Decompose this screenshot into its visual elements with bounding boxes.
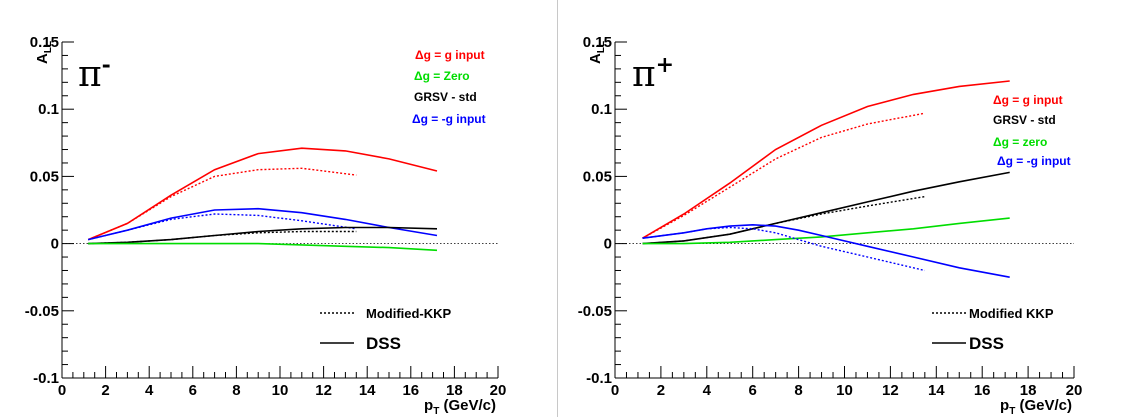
y-tick-label: 0.15	[583, 34, 612, 51]
x-tick-label: 2	[101, 382, 109, 399]
x-tick-label: 20	[1066, 382, 1083, 399]
legend-entry: Δg = Zero	[414, 69, 470, 83]
x-tick-label: 16	[402, 382, 419, 399]
y-tick-label: 0	[51, 236, 59, 253]
x-tick-label: 12	[882, 382, 899, 399]
style-legend-label: Modified-KKP	[366, 306, 452, 321]
y-tick-label: 0.15	[30, 34, 59, 51]
y-axis-title: ALL	[34, 41, 54, 64]
series-line-dotted	[642, 226, 925, 272]
x-tick-label: 14	[928, 382, 945, 399]
x-tick-label: 8	[794, 382, 802, 399]
x-tick-label: 6	[749, 382, 757, 399]
legend-entry: Δg = -g input	[997, 154, 1071, 168]
x-tick-label: 18	[446, 382, 463, 399]
x-tick-label: 6	[189, 382, 197, 399]
series-line-solid	[88, 207, 438, 241]
x-tick-label: 10	[272, 382, 289, 399]
x-tick-label: 12	[315, 382, 332, 399]
y-tick-label: -0.1	[33, 370, 59, 387]
x-axis-title: pT (GeV/c)	[424, 397, 496, 417]
x-tick-label: 2	[657, 382, 665, 399]
y-tick-label: 0	[604, 236, 612, 253]
y-tick-label: -0.1	[586, 370, 612, 387]
series-line-solid	[642, 80, 1010, 239]
style-legend-label: DSS	[969, 334, 1004, 353]
y-axis-title: ALL	[587, 41, 607, 64]
y-tick-label: 0.05	[30, 168, 59, 185]
series-line-dotted	[88, 213, 357, 241]
style-legend-label: DSS	[366, 334, 401, 353]
y-tick-label: 0.1	[591, 101, 612, 118]
y-tick-label: 0.05	[583, 168, 612, 185]
x-axis-title: pT (GeV/c)	[1000, 397, 1072, 417]
series-line-solid	[642, 171, 1010, 245]
x-tick-label: 10	[836, 382, 853, 399]
x-tick-label: 18	[1020, 382, 1037, 399]
series-line-dotted	[87, 167, 357, 241]
x-tick-label: 16	[974, 382, 991, 399]
series-line-solid	[88, 242, 438, 252]
x-tick-label: 0	[611, 382, 619, 399]
legend-entry: Δg = g input	[415, 48, 485, 62]
legend-entry: Δg = zero	[993, 135, 1047, 149]
series-line-solid	[87, 147, 438, 241]
series-line-dotted	[642, 112, 925, 239]
x-tick-label: 0	[58, 382, 66, 399]
x-tick-label: 4	[145, 382, 154, 399]
legend-entry: Δg = g input	[993, 93, 1063, 107]
y-tick-label: -0.05	[578, 303, 612, 320]
y-tick-label: -0.05	[25, 303, 59, 320]
particle-label: π-	[78, 52, 111, 95]
x-tick-label: 20	[490, 382, 507, 399]
x-tick-label: 8	[232, 382, 240, 399]
series-line-dotted	[642, 195, 925, 245]
legend-entry: Δg = -g input	[412, 112, 486, 126]
legend-entry: GRSV - std	[414, 90, 477, 104]
y-tick-label: 0.1	[38, 101, 59, 118]
x-tick-label: 14	[359, 382, 376, 399]
series-line-solid	[642, 217, 1010, 245]
x-tick-label: 4	[703, 382, 712, 399]
panel-divider	[557, 0, 558, 417]
legend-entry: GRSV - std	[993, 113, 1056, 127]
style-legend-label: Modified KKP	[969, 306, 1054, 321]
particle-label: π+	[632, 52, 674, 95]
series-line-solid	[642, 223, 1010, 278]
